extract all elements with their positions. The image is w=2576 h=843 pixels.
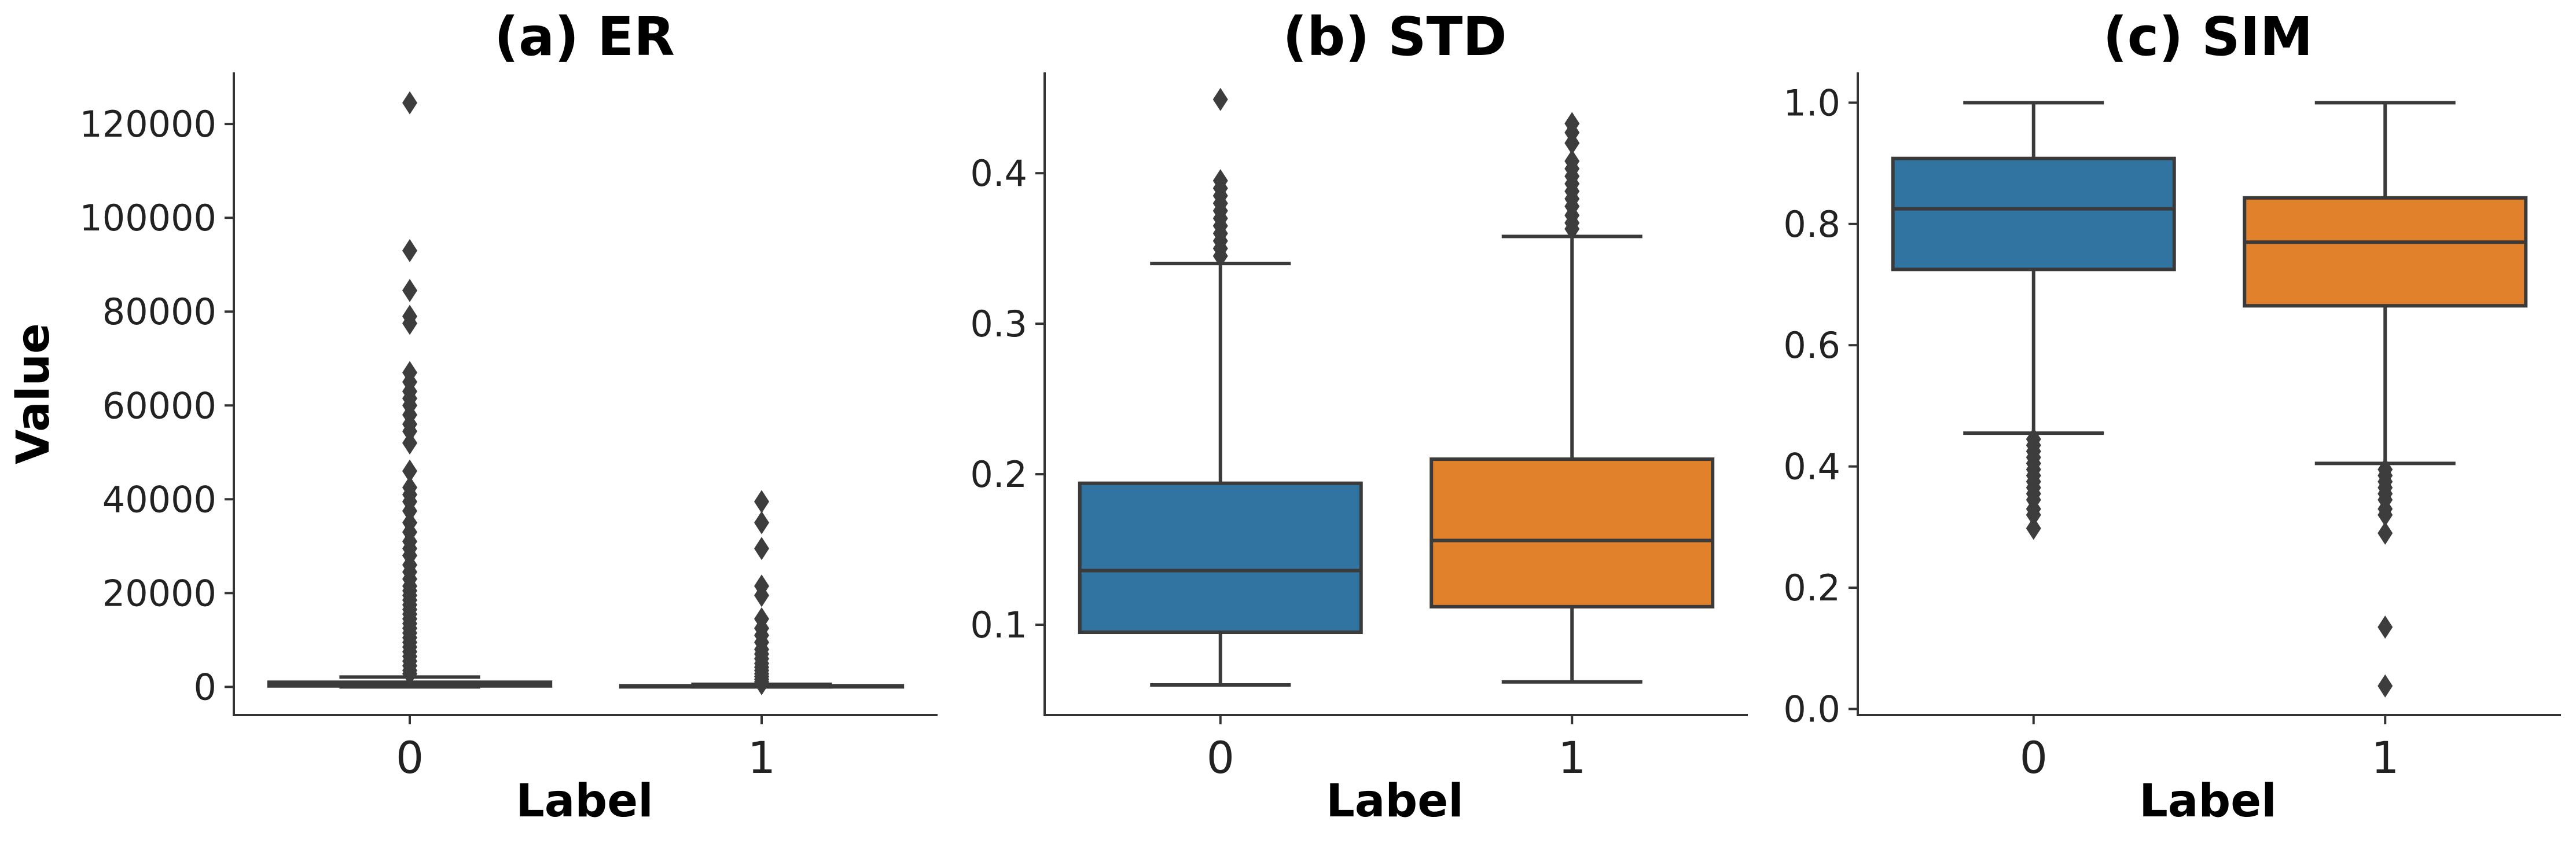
- outlier-point: [754, 490, 769, 514]
- outlier-point: [2377, 615, 2393, 639]
- x-tick-label: 0: [396, 732, 424, 783]
- outlier-point: [2026, 516, 2041, 540]
- y-tick-label: 0.2: [970, 453, 1027, 496]
- box-group-0: [1078, 87, 1363, 687]
- y-tick-label: 0.1: [970, 604, 1027, 646]
- outlier-point: [402, 431, 417, 455]
- box: [1891, 156, 2176, 272]
- outlier-point: [754, 537, 769, 560]
- y-tick-label: 20000: [102, 572, 216, 614]
- y-tick-label: 0.2: [1783, 567, 1840, 609]
- x-tick-label: 0: [1207, 732, 1234, 783]
- box: [1430, 457, 1715, 609]
- x-tick-label: 0: [2020, 732, 2048, 783]
- y-tick-label: 80000: [102, 291, 216, 333]
- outlier-point: [1564, 217, 1580, 241]
- x-axis-label: Label: [1326, 775, 1464, 827]
- outlier-point: [402, 278, 417, 302]
- y-tick-label: 40000: [102, 478, 216, 521]
- panel-title: (a) ER: [494, 6, 675, 68]
- y-tick-label: 60000: [102, 384, 216, 427]
- box-group-1: [1430, 112, 1715, 684]
- outlier-point: [402, 91, 417, 115]
- box: [1078, 481, 1363, 635]
- outlier-point: [2377, 674, 2393, 698]
- box-group-1: [619, 490, 905, 695]
- y-tick-label: 0.8: [1783, 203, 1840, 245]
- outlier-point: [402, 239, 417, 262]
- panel-er: (a) ER Value Label 0 20000 40000 60000 80000…: [8, 6, 938, 827]
- box-series: [267, 91, 905, 695]
- box-group-0: [1891, 101, 2176, 540]
- outlier-point: [2026, 503, 2041, 527]
- outlier-point: [754, 511, 769, 534]
- x-axis-label: Label: [516, 775, 653, 827]
- x-tick-label: 1: [2371, 732, 2399, 783]
- x-tick-label: 1: [1558, 732, 1586, 783]
- outlier-point: [402, 311, 417, 335]
- outlier-point: [1212, 244, 1228, 268]
- y-tick-label: 0.3: [970, 303, 1027, 345]
- y-tick-label: 120000: [79, 103, 216, 145]
- box: [2243, 196, 2528, 308]
- y-tick-label: 0.6: [1783, 324, 1840, 366]
- outlier-point: [402, 499, 417, 523]
- outlier-point: [402, 662, 417, 686]
- box-series: [1891, 101, 2528, 698]
- outlier-point: [2377, 503, 2393, 527]
- x-axis-label: Label: [2139, 775, 2277, 827]
- box-series: [1078, 87, 1715, 687]
- y-ticks: 0.1 0.2 0.3 0.4: [970, 152, 1045, 646]
- y-axis-label: Value: [8, 323, 60, 464]
- y-tick-label: 0.0: [1783, 688, 1840, 731]
- outlier-point: [1564, 131, 1580, 155]
- box-group-0: [267, 91, 553, 689]
- y-tick-label: 1.0: [1783, 82, 1840, 124]
- box-group-1: [2243, 101, 2528, 698]
- outlier-point: [754, 672, 769, 695]
- panel-title: (c) SIM: [2103, 6, 2313, 68]
- outlier-point: [402, 459, 417, 483]
- outlier-point: [754, 584, 769, 607]
- y-tick-label: 0.4: [1783, 446, 1840, 488]
- outlier-point: [1212, 87, 1228, 111]
- outlier-point: [2377, 521, 2393, 545]
- y-tick-label: 100000: [79, 197, 216, 239]
- y-ticks: 0 20000 40000 60000 80000 100000 120000: [79, 103, 234, 708]
- y-tick-label: 0.4: [970, 152, 1027, 195]
- y-ticks: 0.0 0.2 0.4 0.6 0.8 1.0: [1783, 82, 1858, 731]
- x-tick-label: 1: [748, 732, 776, 783]
- y-tick-label: 0: [194, 666, 216, 708]
- outlier-point: [402, 419, 417, 443]
- panel-title: (b) STD: [1283, 6, 1506, 68]
